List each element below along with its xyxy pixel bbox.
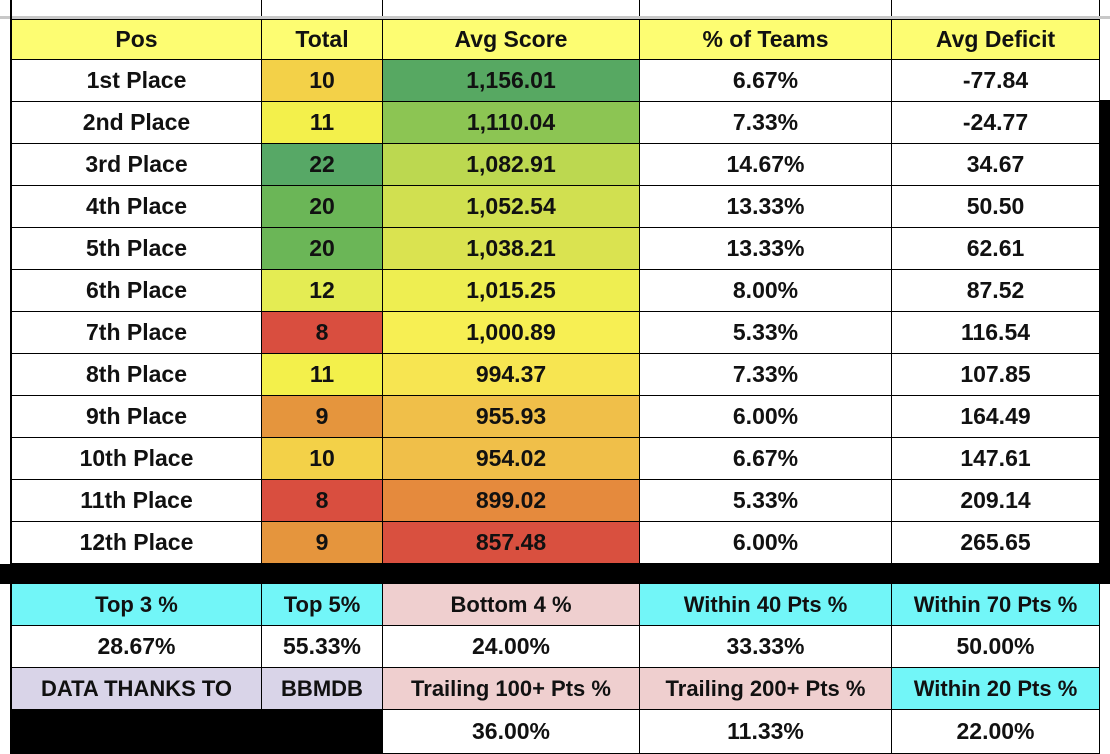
pos: 1st Place: [12, 60, 262, 102]
avg-deficit: 107.85: [892, 354, 1100, 396]
pos: 8th Place: [12, 354, 262, 396]
empty-cell: [383, 0, 640, 20]
pos: 2nd Place: [12, 102, 262, 144]
pct-teams: 5.33%: [640, 312, 892, 354]
total: 10: [262, 60, 383, 102]
avg-deficit: 50.50: [892, 186, 1100, 228]
pct-teams: 8.00%: [640, 270, 892, 312]
pos: 12th Place: [12, 522, 262, 564]
avg-deficit: 87.52: [892, 270, 1100, 312]
summary-label: Within 20 Pts %: [892, 668, 1100, 710]
empty-cell: [262, 0, 383, 20]
avg-deficit: 62.61: [892, 228, 1100, 270]
pos: 9th Place: [12, 396, 262, 438]
total: 11: [262, 102, 383, 144]
header-cell: Pos: [12, 20, 262, 60]
summary-value: 36.00%: [383, 710, 640, 754]
avg-score: 1,052.54: [383, 186, 640, 228]
summary-label: Bottom 4 %: [383, 584, 640, 626]
pos: 3rd Place: [12, 144, 262, 186]
pos: 7th Place: [12, 312, 262, 354]
avg-deficit: 164.49: [892, 396, 1100, 438]
border: [12, 710, 383, 754]
summary-label: Within 70 Pts %: [892, 584, 1100, 626]
avg-deficit: 147.61: [892, 438, 1100, 480]
avg-score: 1,000.89: [383, 312, 640, 354]
summary-value: 28.67%: [12, 626, 262, 668]
summary-label: Within 40 Pts %: [640, 584, 892, 626]
pos: 6th Place: [12, 270, 262, 312]
total: 20: [262, 186, 383, 228]
summary-value: 55.33%: [262, 626, 383, 668]
pct-teams: 13.33%: [640, 228, 892, 270]
pos: 10th Place: [12, 438, 262, 480]
avg-score: 954.02: [383, 438, 640, 480]
total: 9: [262, 522, 383, 564]
pct-teams: 7.33%: [640, 354, 892, 396]
summary-value: 11.33%: [640, 710, 892, 754]
empty-cell: [892, 0, 1100, 20]
summary-value: 33.33%: [640, 626, 892, 668]
summary-label: BBMDB: [262, 668, 383, 710]
avg-score: 1,038.21: [383, 228, 640, 270]
empty-cell: [640, 0, 892, 20]
total: 12: [262, 270, 383, 312]
header-cell: Total: [262, 20, 383, 60]
summary-value: 50.00%: [892, 626, 1100, 668]
summary-label: Trailing 100+ Pts %: [383, 668, 640, 710]
avg-deficit: 265.65: [892, 522, 1100, 564]
pct-teams: 13.33%: [640, 186, 892, 228]
total: 11: [262, 354, 383, 396]
pct-teams: 6.67%: [640, 60, 892, 102]
avg-deficit: 34.67: [892, 144, 1100, 186]
summary-label: Top 3 %: [12, 584, 262, 626]
summary-value: 22.00%: [892, 710, 1100, 754]
avg-deficit: 209.14: [892, 480, 1100, 522]
pos: 5th Place: [12, 228, 262, 270]
empty-cell: [12, 0, 262, 20]
avg-score: 1,082.91: [383, 144, 640, 186]
header-cell: Avg Score: [383, 20, 640, 60]
total: 20: [262, 228, 383, 270]
avg-score: 955.93: [383, 396, 640, 438]
total: 8: [262, 480, 383, 522]
summary-label: Top 5%: [262, 584, 383, 626]
pct-teams: 5.33%: [640, 480, 892, 522]
header-cell: Avg Deficit: [892, 20, 1100, 60]
header-cell: % of Teams: [640, 20, 892, 60]
total: 8: [262, 312, 383, 354]
avg-deficit: -24.77: [892, 102, 1100, 144]
pct-teams: 6.00%: [640, 396, 892, 438]
summary-label: DATA THANKS TO: [12, 668, 262, 710]
summary-value: 24.00%: [383, 626, 640, 668]
avg-score: 899.02: [383, 480, 640, 522]
avg-score: 994.37: [383, 354, 640, 396]
pct-teams: 14.67%: [640, 144, 892, 186]
avg-score: 1,015.25: [383, 270, 640, 312]
avg-score: 1,110.04: [383, 102, 640, 144]
total: 10: [262, 438, 383, 480]
border: [0, 564, 1110, 584]
summary-label: Trailing 200+ Pts %: [640, 668, 892, 710]
border: [10, 0, 12, 754]
total: 22: [262, 144, 383, 186]
border: [1100, 100, 1110, 564]
total: 9: [262, 396, 383, 438]
frozen-divider: [0, 16, 1110, 19]
avg-deficit: -77.84: [892, 60, 1100, 102]
avg-deficit: 116.54: [892, 312, 1100, 354]
pct-teams: 6.00%: [640, 522, 892, 564]
pct-teams: 7.33%: [640, 102, 892, 144]
pct-teams: 6.67%: [640, 438, 892, 480]
avg-score: 1,156.01: [383, 60, 640, 102]
pos: 11th Place: [12, 480, 262, 522]
avg-score: 857.48: [383, 522, 640, 564]
pos: 4th Place: [12, 186, 262, 228]
